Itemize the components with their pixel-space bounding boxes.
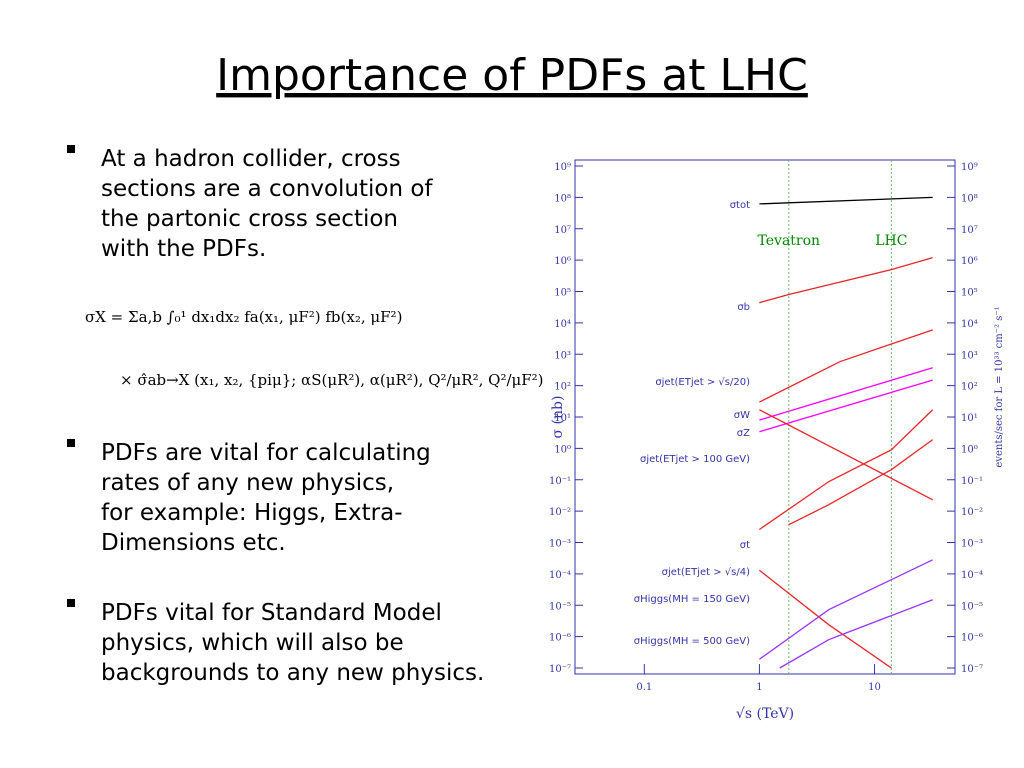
bullet-marker — [67, 599, 75, 607]
series-label: σjet(ETjet > 100 GeV) — [640, 454, 750, 465]
y2-tick-label: 10⁹ — [961, 162, 978, 173]
y2-tick-label: 10⁶ — [961, 256, 978, 267]
y2-tick-label: 10³ — [961, 350, 978, 361]
series-label: σHiggs(MH = 150 GeV) — [634, 594, 750, 605]
collider-label: LHC — [875, 233, 907, 249]
series-line — [759, 379, 933, 433]
y-tick-label: 10⁻⁷ — [549, 664, 571, 675]
y2-tick-label: 10⁻⁶ — [961, 633, 983, 644]
series-label: σtot — [730, 200, 750, 211]
bullet-text: PDFs are vital for calculating — [101, 440, 431, 466]
x-tick-label: 1 — [756, 682, 762, 693]
y2-tick-label: 10⁻⁵ — [961, 601, 983, 612]
series-line — [759, 367, 933, 421]
bullet-text: PDFs vital for Standard Model — [101, 600, 442, 626]
bullet-text: the partonic cross section — [101, 206, 398, 232]
series-line — [759, 559, 933, 660]
y-tick-label: 10² — [554, 382, 571, 393]
series-line — [759, 329, 933, 403]
equation-line: σX = Σa,b ∫₀¹ dx₁dx₂ fa(x₁, μF²) fb(x₂, … — [85, 308, 402, 326]
y-tick-label: 10⁻⁴ — [549, 570, 571, 581]
bullet-text: physics, which will also be — [101, 630, 404, 656]
bullet-marker — [67, 145, 75, 153]
series-label: σb — [737, 302, 750, 313]
bullet-text: rates of any new physics, — [101, 470, 394, 496]
bullet-text: with the PDFs. — [101, 236, 266, 262]
y2-tick-label: 10⁵ — [961, 288, 978, 299]
y-tick-label: 10⁶ — [554, 256, 571, 267]
series-label: σW — [734, 410, 750, 421]
y-tick-label: 10⁷ — [554, 225, 571, 236]
equation-line: × σ̂ab→X (x₁, x₂, {piμ}; αS(μR²), α(μR²)… — [120, 371, 544, 389]
bullet-text: At a hadron collider, cross — [101, 146, 401, 172]
chart: 10⁹10⁸10⁷10⁶10⁵10⁴10³10²10¹10⁰10⁻¹10⁻²10… — [549, 159, 1005, 722]
series-line — [759, 196, 933, 205]
y-axis-label: σ (nb) — [550, 396, 566, 439]
slide-title: Importance of PDFs at LHC — [216, 50, 808, 101]
bullet-text: backgrounds to any new physics. — [101, 660, 484, 686]
y-tick-label: 10⁰ — [554, 444, 571, 455]
series-line — [759, 257, 933, 304]
y2-tick-label: 10¹ — [961, 413, 978, 424]
series-label: σjet(ETjet > √s/20) — [655, 377, 750, 388]
bullet-marker — [67, 439, 75, 447]
y2-axis-label: events/sec for L = 10³³ cm⁻² s⁻¹ — [994, 306, 1005, 467]
y2-tick-label: 10⁰ — [961, 444, 978, 455]
y2-tick-label: 10⁻² — [961, 507, 983, 518]
bullet-text: for example: Higgs, Extra- — [101, 500, 403, 526]
series-line — [788, 439, 934, 526]
bullet-text: sections are a convolution of — [101, 176, 433, 202]
series-line — [759, 409, 933, 501]
y2-tick-label: 10⁸ — [961, 193, 978, 204]
series-label: σjet(ETjet > √s/4) — [662, 567, 750, 578]
series-line — [759, 409, 934, 531]
x-tick-label: 0.1 — [636, 682, 652, 693]
y2-tick-label: 10⁴ — [961, 319, 978, 330]
series-line — [779, 599, 933, 669]
y2-tick-label: 10⁻⁴ — [961, 570, 983, 581]
y-tick-label: 10³ — [554, 350, 571, 361]
series-line — [759, 569, 892, 669]
y-tick-label: 10⁸ — [554, 193, 571, 204]
y-tick-label: 10⁴ — [554, 319, 571, 330]
y2-tick-label: 10⁷ — [961, 225, 978, 236]
x-axis-label: √s (TeV) — [736, 706, 794, 722]
y2-tick-label: 10⁻¹ — [961, 476, 983, 487]
y-tick-label: 10¹ — [554, 413, 571, 424]
x-tick-label: 10 — [868, 682, 881, 693]
y2-tick-label: 10⁻⁷ — [961, 664, 983, 675]
y2-tick-label: 10² — [961, 382, 978, 393]
series-label: σHiggs(MH = 500 GeV) — [634, 636, 750, 647]
bullet-text: Dimensions etc. — [101, 530, 286, 556]
series-label: σt — [740, 540, 750, 551]
y-tick-label: 10⁹ — [554, 162, 571, 173]
y-tick-label: 10⁻⁵ — [549, 601, 571, 612]
y-tick-label: 10⁻² — [549, 507, 571, 518]
collider-label: Tevatron — [758, 233, 821, 249]
y2-tick-label: 10⁻³ — [961, 539, 983, 550]
y-tick-label: 10⁻⁶ — [549, 633, 571, 644]
y-tick-label: 10⁻¹ — [549, 476, 571, 487]
y-tick-label: 10⁻³ — [549, 539, 571, 550]
series-label: σZ — [737, 428, 750, 439]
y-tick-label: 10⁵ — [554, 288, 571, 299]
